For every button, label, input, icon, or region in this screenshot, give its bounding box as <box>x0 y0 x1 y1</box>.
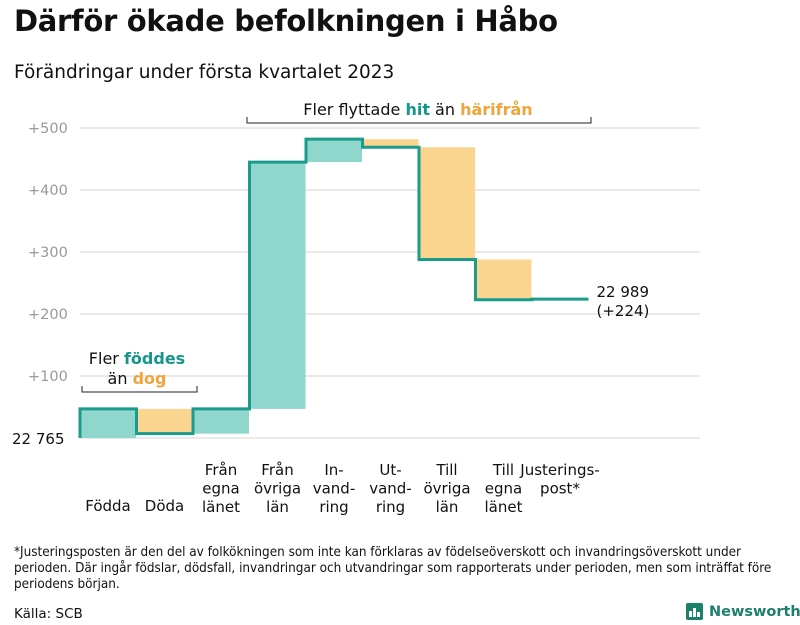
category-label-justering: Justerings- <box>519 461 599 479</box>
grid-layer <box>80 127 700 439</box>
waterfall-chart: +100+200+300+400+500 Födda DödaFrånegnalä… <box>12 100 700 516</box>
bar-doda <box>136 408 193 434</box>
category-label-fran_ovriga: Från <box>261 461 293 479</box>
chart-title: Därför ökade befolkningen i Håbo <box>14 4 558 38</box>
y-tick-label: +100 <box>28 369 68 385</box>
bars-layer <box>80 139 588 438</box>
annotation-died: än dog <box>108 369 167 388</box>
bar-utvandring <box>362 139 419 148</box>
bar-fodda <box>80 408 136 438</box>
category-labels: Födda DödaFrånegnalänetFrånövrigalänIn-va… <box>85 461 599 516</box>
category-label-till_ovriga: övriga <box>423 480 470 498</box>
brand-name: Newsworthy <box>709 603 800 620</box>
category-label-till_ovriga: Till <box>435 461 457 479</box>
category-label-fran_egna: länet <box>202 498 240 516</box>
source-label: Källa: SCB <box>14 606 83 622</box>
bracket-migration <box>246 117 592 124</box>
bar-fran_egna <box>193 408 249 434</box>
category-label-justering: post* <box>540 480 580 498</box>
category-label-fran_ovriga: övriga <box>254 480 301 498</box>
footnote: *Justeringsposten är den del av folkökni… <box>14 545 772 592</box>
y-axis-labels: +100 +200 +300 +400 +500 <box>28 121 68 385</box>
category-label-doda: Döda <box>145 497 184 515</box>
annotation-migration: Fler flyttade hit än härifrån <box>303 100 532 119</box>
step-line <box>78 137 589 438</box>
category-label-invandring: In- <box>324 461 343 479</box>
bar-fran_ovriga <box>249 162 306 409</box>
annotation-born: Fler föddes <box>89 349 185 368</box>
end-value-label: 22 989 <box>597 283 650 301</box>
category-label-invandring: vand- <box>313 480 356 498</box>
bar-chart-icon <box>686 603 703 620</box>
step-line-layer <box>78 137 589 438</box>
category-label-utvandring: vand- <box>369 480 412 498</box>
category-label-utvandring: Ut- <box>379 461 401 479</box>
category-label-fran_ovriga: län <box>266 498 289 516</box>
brand-logo[interactable]: Newsworthy <box>686 603 800 620</box>
category-label-fran_egna: Från <box>205 461 237 479</box>
bar-invandring <box>306 139 362 163</box>
y-tick-label: +400 <box>28 183 68 199</box>
y-tick-label: +300 <box>28 245 68 261</box>
y-tick-label: +500 <box>28 121 68 137</box>
end-change-label: (+224) <box>597 302 650 320</box>
bar-till_egna <box>475 259 532 300</box>
category-label-till_egna: länet <box>485 498 523 516</box>
category-label-till_egna: Till <box>492 461 514 479</box>
category-label-fran_egna: egna <box>202 480 239 498</box>
bar-till_ovriga <box>419 147 475 260</box>
category-label-till_ovriga: län <box>436 498 459 516</box>
chart-subtitle: Förändringar under första kvartalet 2023 <box>14 62 395 83</box>
category-label-invandring: ring <box>319 498 348 516</box>
category-label-fodda: Födda <box>85 497 131 515</box>
category-label-till_egna: egna <box>485 480 522 498</box>
start-value-label: 22 765 <box>12 430 65 448</box>
category-label-utvandring: ring <box>376 498 405 516</box>
bracket-born-died <box>81 386 198 393</box>
y-tick-label: +200 <box>28 307 68 323</box>
